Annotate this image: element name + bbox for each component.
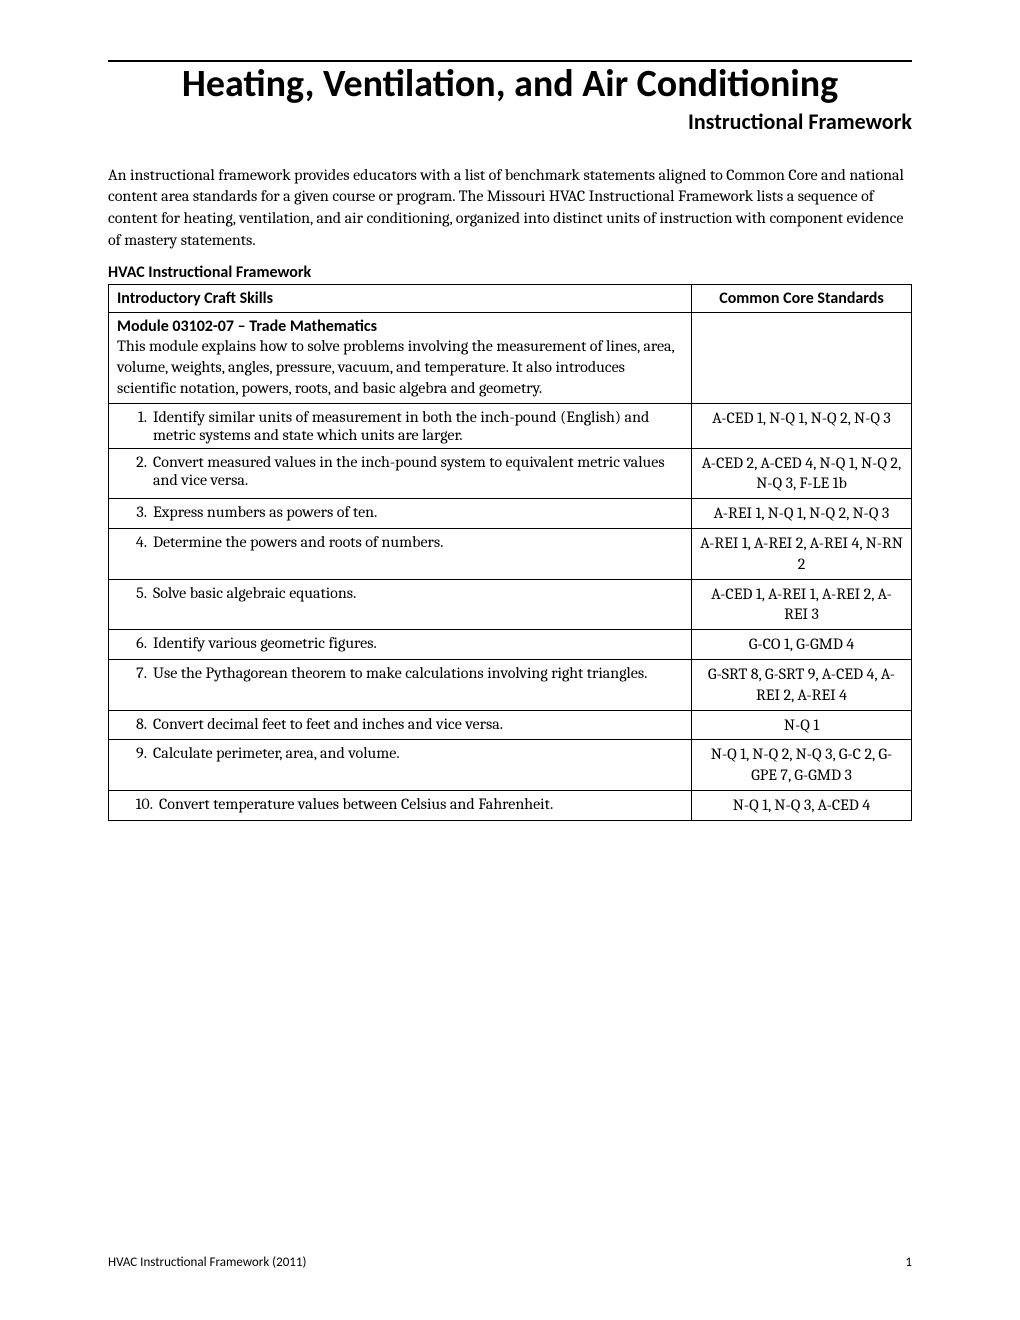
footer-left: HVAC Instructional Framework (2011) xyxy=(108,1255,306,1270)
item-number: 1. xyxy=(127,408,153,444)
item-body: Solve basic algebraic equations. xyxy=(153,584,683,602)
section-heading: HVAC Instructional Framework xyxy=(108,263,912,282)
standards-cell: N-Q 1, N-Q 2, N-Q 3, G-C 2, G-GPE 7, G-G… xyxy=(692,740,912,791)
item-number: 6. xyxy=(127,634,153,652)
module-title: Module 03102-07 – Trade Mathematics xyxy=(117,317,377,336)
item-body: Convert decimal feet to feet and inches … xyxy=(153,715,683,733)
table-row: 1. Identify similar units of measurement… xyxy=(109,403,912,448)
table-row: 9. Calculate perimeter, area, and volume… xyxy=(109,740,912,791)
table-row: 4. Determine the powers and roots of num… xyxy=(109,528,912,579)
module-description: This module explains how to solve proble… xyxy=(117,337,674,397)
item-cell: 5. Solve basic algebraic equations. xyxy=(109,579,692,630)
standards-cell: G-CO 1, G-GMD 4 xyxy=(692,630,912,660)
item-number: 2. xyxy=(127,453,153,489)
item-body: Use the Pythagorean theorem to make calc… xyxy=(153,664,683,682)
standards-cell: N-Q 1 xyxy=(692,710,912,740)
module-row: Module 03102-07 – Trade Mathematics This… xyxy=(109,313,912,403)
item-cell: 6. Identify various geometric figures. xyxy=(109,630,692,660)
item-body: Convert measured values in the inch-poun… xyxy=(153,453,683,489)
item-cell: 1. Identify similar units of measurement… xyxy=(109,403,692,448)
item-number: 10. xyxy=(127,795,159,813)
item-body: Convert temperature values between Celsi… xyxy=(159,795,683,813)
module-standards-cell xyxy=(692,313,912,403)
standards-cell: A-REI 1, A-REI 2, A-REI 4, N-RN 2 xyxy=(692,528,912,579)
footer-page-number: 1 xyxy=(905,1255,912,1270)
title-block: Heating, Ventilation, and Air Conditioni… xyxy=(108,60,912,135)
column-header-standards: Common Core Standards xyxy=(692,285,912,313)
item-body: Identify various geometric figures. xyxy=(153,634,683,652)
standards-cell: A-CED 1, A-REI 1, A-REI 2, A-REI 3 xyxy=(692,579,912,630)
item-body: Identify similar units of measurement in… xyxy=(153,408,683,444)
item-number: 9. xyxy=(127,744,153,762)
table-header-row: Introductory Craft Skills Common Core St… xyxy=(109,285,912,313)
item-cell: 7. Use the Pythagorean theorem to make c… xyxy=(109,659,692,710)
item-cell: 4. Determine the powers and roots of num… xyxy=(109,528,692,579)
page-footer: HVAC Instructional Framework (2011) 1 xyxy=(108,1255,912,1270)
item-cell: 9. Calculate perimeter, area, and volume… xyxy=(109,740,692,791)
intro-paragraph: An instructional framework provides educ… xyxy=(108,165,912,251)
column-header-skills: Introductory Craft Skills xyxy=(109,285,692,313)
item-body: Express numbers as powers of ten. xyxy=(153,503,683,521)
item-cell: 3. Express numbers as powers of ten. xyxy=(109,499,692,529)
item-number: 7. xyxy=(127,664,153,682)
page-title: Heating, Ventilation, and Air Conditioni… xyxy=(108,64,912,106)
table-row: 3. Express numbers as powers of ten. A-R… xyxy=(109,499,912,529)
table-row: 8. Convert decimal feet to feet and inch… xyxy=(109,710,912,740)
framework-table: Introductory Craft Skills Common Core St… xyxy=(108,284,912,821)
page-subtitle: Instructional Framework xyxy=(108,108,912,135)
item-number: 5. xyxy=(127,584,153,602)
table-row: 10. Convert temperature values between C… xyxy=(109,790,912,820)
item-cell: 8. Convert decimal feet to feet and inch… xyxy=(109,710,692,740)
item-number: 8. xyxy=(127,715,153,733)
module-cell: Module 03102-07 – Trade Mathematics This… xyxy=(109,313,692,403)
table-row: 6. Identify various geometric figures. G… xyxy=(109,630,912,660)
table-row: 7. Use the Pythagorean theorem to make c… xyxy=(109,659,912,710)
table-row: 2. Convert measured values in the inch-p… xyxy=(109,448,912,499)
item-cell: 10. Convert temperature values between C… xyxy=(109,790,692,820)
item-body: Calculate perimeter, area, and volume. xyxy=(153,744,683,762)
item-body: Determine the powers and roots of number… xyxy=(153,533,683,551)
standards-cell: A-CED 2, A-CED 4, N-Q 1, N-Q 2, N-Q 3, F… xyxy=(692,448,912,499)
item-number: 4. xyxy=(127,533,153,551)
standards-cell: A-REI 1, N-Q 1, N-Q 2, N-Q 3 xyxy=(692,499,912,529)
standards-cell: G-SRT 8, G-SRT 9, A-CED 4, A-REI 2, A-RE… xyxy=(692,659,912,710)
standards-cell: N-Q 1, N-Q 3, A-CED 4 xyxy=(692,790,912,820)
table-row: 5. Solve basic algebraic equations. A-CE… xyxy=(109,579,912,630)
standards-cell: A-CED 1, N-Q 1, N-Q 2, N-Q 3 xyxy=(692,403,912,448)
item-cell: 2. Convert measured values in the inch-p… xyxy=(109,448,692,499)
item-number: 3. xyxy=(127,503,153,521)
